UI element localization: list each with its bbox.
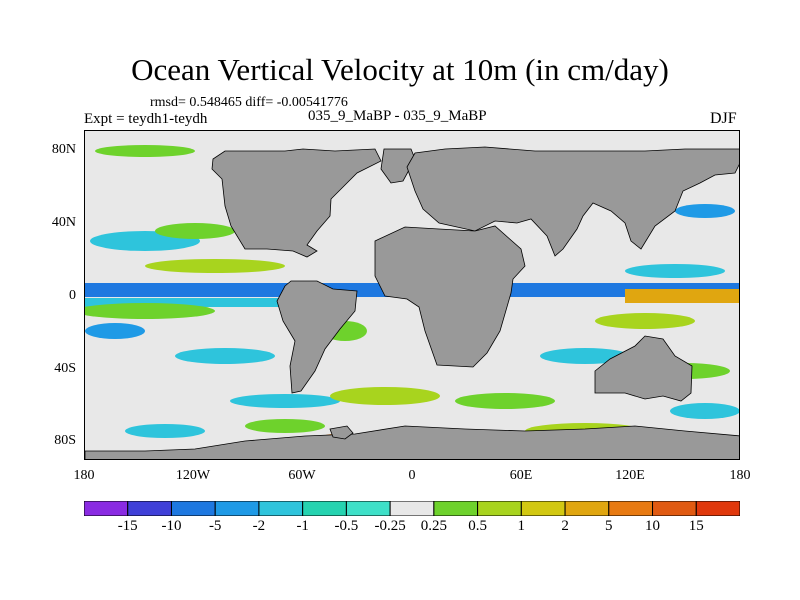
colorbar-box bbox=[477, 501, 522, 516]
land-masses bbox=[85, 146, 739, 459]
colorbar-label: -0.5 bbox=[334, 518, 359, 534]
colorbar-box bbox=[520, 501, 566, 516]
map-panel bbox=[84, 130, 740, 460]
lon-label-120e: 120E bbox=[615, 468, 645, 483]
band bbox=[85, 298, 285, 307]
lat-label-40n: 40N bbox=[51, 215, 76, 230]
patch bbox=[625, 264, 725, 278]
patch bbox=[145, 259, 285, 273]
patch bbox=[595, 313, 695, 329]
land-eurasia bbox=[406, 146, 739, 257]
experiment-label: Expt = teydh1-teydh bbox=[84, 111, 208, 127]
patch bbox=[95, 145, 195, 157]
patch bbox=[85, 323, 145, 339]
colorbar-box bbox=[127, 501, 172, 516]
colorbar-box bbox=[389, 501, 435, 516]
patch bbox=[670, 403, 739, 419]
patch bbox=[540, 348, 630, 364]
lat-label-80s: 80S bbox=[54, 433, 76, 448]
colorbar-label: 5 bbox=[605, 518, 613, 534]
equatorial-band-east bbox=[625, 289, 739, 303]
land-greenland bbox=[380, 148, 416, 184]
patch bbox=[155, 223, 235, 239]
patch bbox=[245, 419, 325, 433]
colorbar-box bbox=[608, 501, 654, 516]
land-greenland-small bbox=[329, 425, 354, 440]
colorbar-label: 15 bbox=[688, 518, 704, 534]
lon-label-60w: 60W bbox=[288, 468, 316, 483]
colorbar-box bbox=[302, 501, 347, 516]
colorbar-label: 10 bbox=[645, 518, 660, 534]
land-south-america bbox=[276, 280, 358, 394]
colorbar-box bbox=[433, 501, 479, 516]
case-names: 035_9_MaBP - 035_9_MaBP bbox=[308, 108, 487, 124]
colorbar-box bbox=[695, 501, 740, 516]
lat-label-40s: 40S bbox=[54, 361, 76, 376]
colorbar-label: 0.25 bbox=[420, 518, 448, 534]
patch bbox=[125, 424, 205, 438]
patch bbox=[85, 303, 215, 319]
colorbar-label: -2 bbox=[252, 518, 266, 534]
lon-label-180e: 180 bbox=[729, 468, 751, 483]
lon-label-180w: 180 bbox=[73, 468, 95, 483]
colorbar-box bbox=[84, 501, 129, 516]
colorbar-label: -5 bbox=[208, 518, 222, 534]
lon-label-120w: 120W bbox=[175, 468, 211, 483]
colorbar-box bbox=[652, 501, 697, 516]
lon-label-60e: 60E bbox=[509, 468, 533, 483]
land-australia bbox=[594, 335, 693, 402]
land-north-america bbox=[211, 148, 382, 258]
patch bbox=[330, 387, 440, 405]
colorbar-label: -15 bbox=[117, 518, 138, 534]
colorbar-box bbox=[258, 501, 304, 516]
patch bbox=[230, 394, 340, 408]
colorbar-box bbox=[170, 501, 216, 516]
patch bbox=[455, 393, 555, 409]
colorbar-label: 2 bbox=[561, 518, 569, 534]
patch bbox=[175, 348, 275, 364]
land-africa bbox=[374, 225, 526, 368]
season-label: DJF bbox=[710, 110, 737, 127]
plot-title: Ocean Vertical Velocity at 10m (in cm/da… bbox=[131, 52, 669, 87]
lat-label-0: 0 bbox=[69, 288, 76, 303]
lon-label-0: 0 bbox=[408, 468, 416, 483]
stats-text: rmsd= 0.548465 diff= -0.00541776 bbox=[150, 95, 348, 110]
colorbar-box bbox=[564, 501, 610, 516]
colorbar-box bbox=[345, 501, 391, 516]
colorbar-label: -10 bbox=[161, 518, 182, 534]
colorbar-label: -0.25 bbox=[374, 518, 406, 534]
land-antarctica bbox=[85, 425, 739, 459]
patch bbox=[675, 204, 735, 218]
colorbar bbox=[84, 501, 740, 516]
colorbar-label: 0.5 bbox=[468, 518, 487, 534]
lat-label-80n: 80N bbox=[51, 142, 76, 157]
colorbar-box bbox=[214, 501, 260, 516]
colorbar-label: -1 bbox=[296, 518, 309, 534]
colorbar-label: 1 bbox=[517, 518, 526, 534]
contour-map bbox=[85, 131, 739, 459]
